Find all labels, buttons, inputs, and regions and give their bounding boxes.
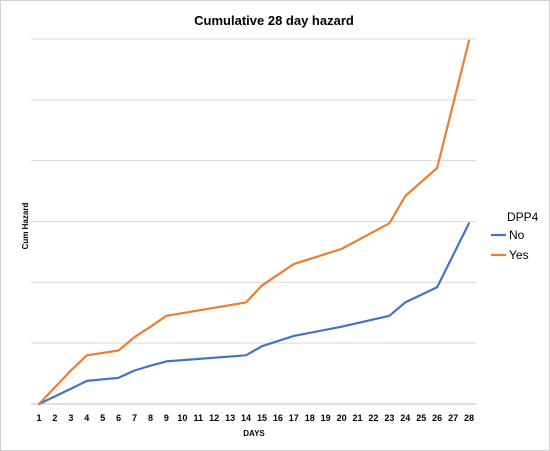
x-tick-label: 15 xyxy=(257,413,267,423)
x-axis: 1 2 3 4 5 6 7 8 9 10 11 12 13 14 15 16 17 18 19 20 21 22 23 24 2… xyxy=(31,403,476,423)
x-tick-label: 22 xyxy=(368,413,378,423)
x-tick-label: 13 xyxy=(225,413,235,423)
x-axis-title: DAYS xyxy=(243,429,265,438)
y-axis-title: Cum Hazard xyxy=(21,203,30,250)
x-tick-label: 6 xyxy=(116,413,121,423)
x-tick-label: 5 xyxy=(100,413,105,423)
series-line-no xyxy=(37,222,471,406)
x-tick-label: 9 xyxy=(164,413,169,423)
x-tick-label: 2 xyxy=(52,413,57,423)
x-tick-label: 10 xyxy=(177,413,187,423)
x-tick-label: 18 xyxy=(305,413,315,423)
x-tick-label: 1 xyxy=(36,413,41,423)
x-tick-label: 8 xyxy=(148,413,153,423)
x-tick-label: 27 xyxy=(448,413,458,423)
series-lines xyxy=(37,39,471,406)
legend-label-no: No xyxy=(509,228,525,242)
x-tick-label: 16 xyxy=(273,413,283,423)
x-tick-label: 24 xyxy=(400,413,410,423)
chart-title: Cumulative 28 day hazard xyxy=(194,13,354,28)
legend-title: DPP4 xyxy=(507,210,539,224)
x-tick-label: 11 xyxy=(194,413,204,423)
x-tick-label: 12 xyxy=(209,413,219,423)
x-tick-label: 23 xyxy=(384,413,394,423)
x-tick-label: 19 xyxy=(321,413,331,423)
x-tick-label: 4 xyxy=(84,413,89,423)
x-tick-label: 28 xyxy=(464,413,474,423)
series-line-yes xyxy=(37,39,471,406)
x-tick-label: 26 xyxy=(432,413,442,423)
gridlines xyxy=(31,38,476,344)
x-tick-label: 3 xyxy=(68,413,73,423)
x-tick-label: 14 xyxy=(241,413,251,423)
x-tick-label: 7 xyxy=(132,413,137,423)
legend-label-yes: Yes xyxy=(509,248,529,262)
x-tick-label: 20 xyxy=(337,413,347,423)
x-tick-label: 17 xyxy=(289,413,299,423)
legend: DPP4 No Yes xyxy=(491,210,539,262)
x-tick-label: 25 xyxy=(416,413,426,423)
x-tick-label: 21 xyxy=(353,413,363,423)
